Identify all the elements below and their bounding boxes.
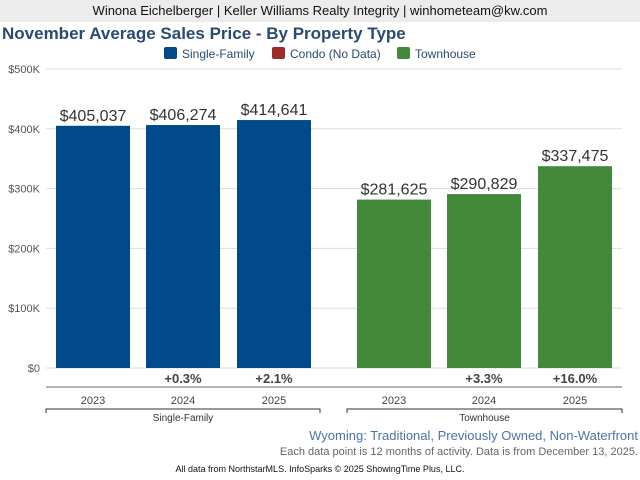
chart-subtitle: Wyoming: Traditional, Previously Owned, … [309, 428, 638, 443]
legend-label: Condo (No Data) [290, 47, 381, 61]
bar-value-label: $414,641 [241, 102, 308, 119]
bar-value-label: $337,475 [542, 148, 609, 165]
x-tick-label: 2023 [81, 395, 105, 407]
legend-label: Single-Family [182, 47, 255, 61]
chart-title: November Average Sales Price - By Proper… [2, 24, 406, 43]
bar [447, 194, 521, 368]
legend-swatch [164, 47, 177, 59]
change-label: +2.1% [255, 371, 293, 386]
x-tick-label: 2024 [171, 395, 195, 407]
bar [237, 120, 311, 369]
bar-value-label: $281,625 [361, 182, 428, 199]
data-note: Each data point is 12 months of activity… [279, 446, 638, 458]
footer: All data from NorthstarMLS. InfoSparks ©… [175, 464, 465, 474]
x-tick-label: 2025 [563, 395, 587, 407]
bar [56, 125, 130, 368]
x-tick-label: 2024 [472, 395, 496, 407]
y-tick-label: $300K [8, 184, 40, 196]
y-tick-label: $500K [8, 64, 40, 76]
bar-value-label: $405,037 [60, 108, 127, 125]
legend-label: Townhouse [415, 47, 476, 61]
y-tick-label: $0 [28, 363, 40, 375]
group-label: Single-Family [153, 413, 214, 424]
x-tick-label: 2023 [382, 395, 406, 407]
x-tick-label: 2025 [262, 395, 286, 407]
agent-header: Winona Eichelberger | Keller Williams Re… [0, 0, 640, 22]
legend-swatch [397, 47, 410, 59]
group-bracket [45, 408, 321, 413]
y-tick-label: $100K [8, 303, 40, 315]
change-label: +0.3% [164, 371, 202, 386]
bar-value-label: $290,829 [451, 176, 518, 193]
change-label: +3.3% [465, 371, 503, 386]
y-tick-label: $200K [8, 243, 40, 255]
change-label: +16.0% [553, 371, 598, 386]
bar-chart: Single-Family Condo (No Data) Townhouse $0 $… [8, 47, 623, 424]
legend-swatch [272, 47, 285, 59]
bar [538, 166, 612, 368]
group-bracket [346, 408, 623, 413]
group-label: Townhouse [459, 413, 510, 424]
y-tick-label: $400K [8, 124, 40, 136]
bar-value-label: $406,274 [150, 107, 217, 124]
bar [146, 125, 220, 368]
bar [357, 199, 431, 368]
